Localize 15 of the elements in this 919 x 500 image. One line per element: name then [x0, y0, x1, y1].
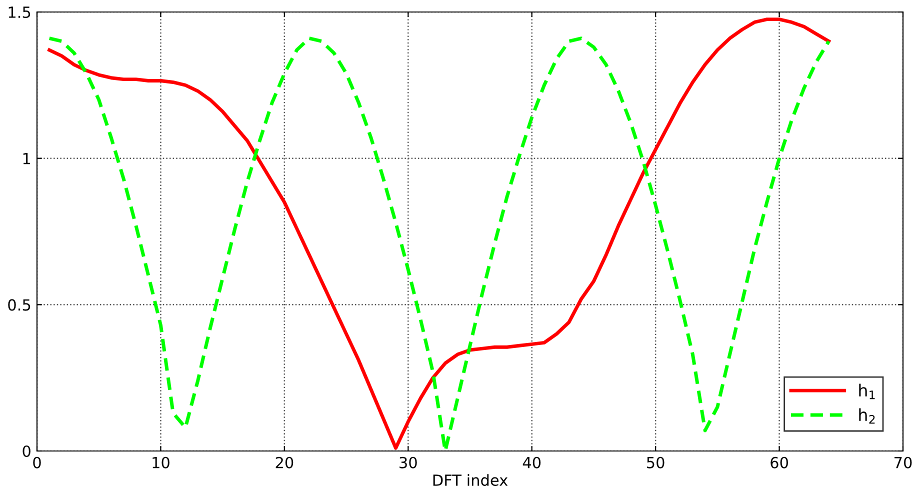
y-tick-label: 0.5 [8, 299, 30, 311]
x-tick-label: 70 [894, 456, 912, 468]
x-tick-label: 60 [770, 456, 788, 468]
legend-label: h$_{1}$ [859, 384, 875, 400]
x-tick-label: 50 [647, 456, 664, 468]
y-tick-label: 0 [22, 445, 30, 458]
x-axis-title: DFT index [433, 474, 508, 486]
legend-label: h$_{2}$ [859, 408, 875, 424]
x-tick-label: 20 [276, 456, 294, 468]
x-tick-label: 0 [33, 456, 41, 468]
x-tick-label: 40 [522, 456, 541, 468]
y-tick-label: 1 [23, 153, 30, 164]
y-tick-label: 1.5 [8, 6, 30, 18]
x-tick-label: 10 [152, 456, 170, 468]
x-tick-label: 30 [400, 456, 417, 468]
